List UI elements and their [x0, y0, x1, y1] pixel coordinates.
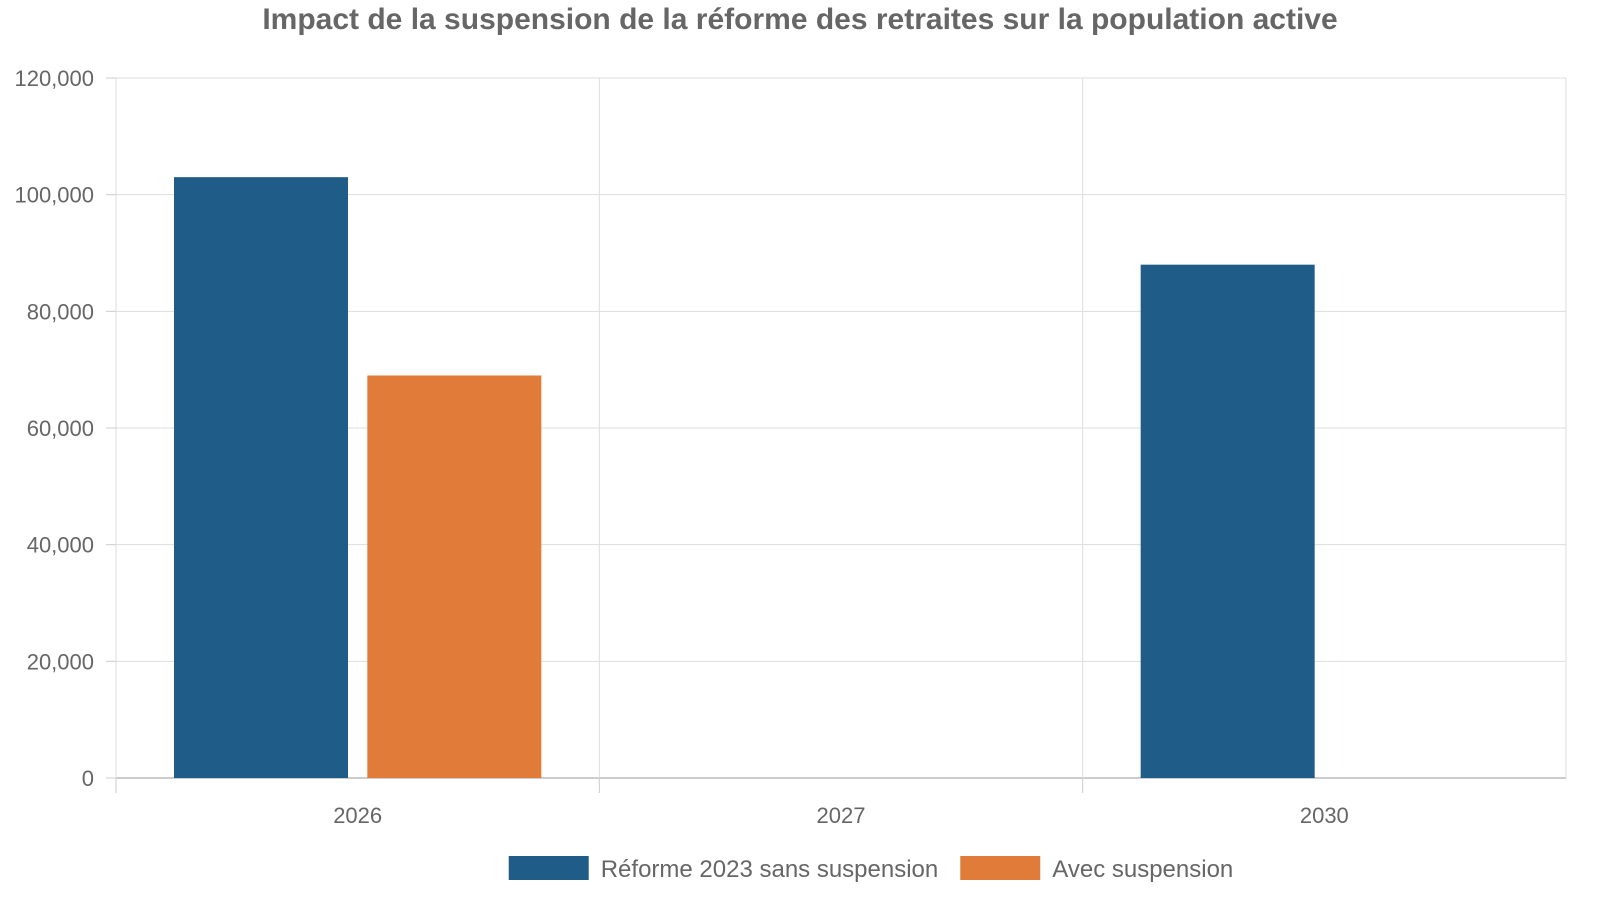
y-tick-label: 100,000 [14, 183, 94, 208]
legend-swatch-avec-suspension [960, 856, 1041, 880]
y-axis: 0 20,000 40,000 60,000 80,000 100,000 120,000 [14, 66, 116, 791]
legend-label-reforme-2023: Réforme 2023 sans suspension [601, 856, 939, 883]
x-tick-label: 2026 [333, 803, 382, 828]
legend-label-avec-suspension: Avec suspension [1052, 856, 1233, 883]
bars [174, 177, 1315, 779]
bar-2030-0 [1140, 264, 1315, 779]
legend-swatch-reforme-2023 [508, 856, 589, 880]
grid-lines [115, 77, 1567, 779]
bar-2026-0 [174, 177, 348, 778]
y-tick-label: 120,000 [14, 66, 94, 91]
x-axis: 2026 2027 2030 [115, 778, 1349, 828]
y-tick-label: 80,000 [27, 299, 94, 324]
y-tick-label: 60,000 [27, 416, 94, 441]
y-tick-label: 0 [82, 766, 94, 791]
y-tick-label: 40,000 [27, 533, 94, 558]
bar-2026-1 [367, 375, 542, 778]
legend: Réforme 2023 sans suspension Avec suspen… [508, 856, 1233, 883]
x-tick-label: 2027 [817, 803, 866, 828]
y-tick-label: 20,000 [27, 649, 94, 674]
x-tick-label: 2030 [1300, 803, 1349, 828]
chart-title: Impact de la suspension de la réforme de… [262, 3, 1337, 36]
